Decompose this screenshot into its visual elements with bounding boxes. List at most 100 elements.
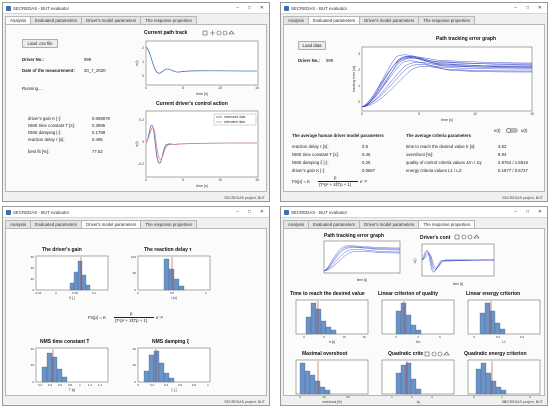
svg-text:0.4: 0.4 — [48, 383, 53, 387]
crit-energy-value: 0.1877 / 0.6727 — [498, 168, 528, 173]
hist-bar — [324, 389, 331, 395]
hist-bar — [163, 372, 170, 383]
load-csv-button[interactable]: Load .csv file — [22, 39, 58, 48]
svg-text:1: 1 — [391, 395, 393, 399]
chart-zoom-in-icon — [216, 30, 222, 36]
svg-text:1: 1 — [205, 291, 207, 295]
avg-delay-value: 0.5 — [362, 144, 368, 149]
track-chart: 0 5 10 15 210 time [s] e(t) — [135, 40, 259, 96]
hist-bar — [395, 310, 402, 335]
svg-text:10: 10 — [218, 86, 222, 90]
app-icon — [284, 210, 289, 215]
driver-no-value: 999 — [84, 57, 92, 62]
error-graph-title: Path tracking error graph — [436, 36, 497, 42]
tab-response-properties[interactable]: The response properties — [418, 16, 475, 25]
track-chart-title: Current path track — [144, 30, 188, 36]
tab-response-properties[interactable]: The response properties — [140, 220, 197, 229]
formula-lhs: Fᴅ(p) = K — [292, 179, 311, 184]
footer-text: SECREDAS project, BUT — [224, 196, 265, 200]
path-graph-title: Path tracking error graph — [324, 233, 385, 239]
legend-estimated: estimated data — [224, 120, 245, 124]
hist-bar — [415, 329, 422, 335]
crit-energy-label: energy criteria values L1 / L2: — [406, 168, 463, 173]
minimize-icon[interactable]: – — [514, 209, 517, 215]
close-icon[interactable]: ✕ — [537, 5, 542, 11]
tab-response-properties[interactable]: The response properties — [418, 220, 475, 229]
hist-bar — [475, 368, 482, 395]
track-chart-toolbar[interactable] — [202, 30, 236, 37]
svg-text:0: 0 — [134, 288, 136, 292]
svg-text:0: 0 — [32, 288, 34, 292]
svg-text:40: 40 — [31, 266, 35, 270]
crit-rise-time-label: time to reach the desired value tr [s]: — [406, 144, 476, 149]
hist-bar — [77, 260, 83, 291]
hist-bar — [330, 329, 337, 335]
quadratic-energy-hist-title: Quadratic energy criterion — [464, 351, 527, 357]
svg-text:2: 2 — [142, 46, 144, 50]
track-chart-ylabel: e(t) — [135, 60, 139, 65]
damping-hist-title: NMS damping ξ — [152, 339, 189, 345]
control-chart-legend — [213, 113, 257, 126]
close-icon[interactable]: ✕ — [537, 209, 542, 215]
svg-text:10: 10 — [473, 112, 477, 116]
driver-no-label: Driver No.: — [298, 58, 320, 63]
quadratic-hist-title: Quadratic crite — [388, 351, 424, 357]
analysis-window: SECREDAS - BUT evaluator – □ ✕ Analysis … — [2, 2, 270, 202]
chart-zoom-out-icon — [467, 234, 473, 240]
minimize-icon[interactable]: – — [514, 5, 517, 11]
signal-toggle[interactable] — [506, 128, 518, 133]
svg-text:0.5: 0.5 — [170, 291, 175, 295]
close-icon[interactable]: ✕ — [259, 5, 264, 11]
maximize-icon[interactable]: □ — [247, 209, 251, 215]
svg-text:0: 0 — [358, 100, 360, 104]
param-damping-value: 0.1799 — [92, 130, 106, 135]
overshoot-hist-title: Maximal overshoot — [302, 351, 348, 357]
control-trace — [421, 250, 495, 273]
formula-denominator: (T²p² + 2ξTp + 1) — [319, 182, 352, 187]
footer-text: SECREDAS project, BUT — [224, 400, 265, 404]
tab-response-properties[interactable]: The response properties — [140, 16, 197, 25]
window-title: SECREDAS - BUT evaluator — [13, 210, 70, 215]
hist-bar — [305, 316, 312, 335]
close-icon[interactable]: ✕ — [259, 209, 264, 215]
best-fit-value: 77.62 — [92, 149, 103, 154]
svg-text:0: 0 — [361, 112, 363, 116]
crit-overshoot-value: 8.94 — [498, 152, 507, 157]
hist-bar — [319, 386, 326, 395]
hist-bar — [400, 364, 407, 395]
maximize-icon[interactable]: □ — [247, 5, 251, 11]
svg-text:1.2: 1.2 — [88, 383, 93, 387]
svg-text:0.6: 0.6 — [178, 383, 183, 387]
time-constant-histogram: 0 20 40 0.2 0.4 0.6 0.8 1 1.2 1.4 T [s] — [31, 347, 109, 392]
avg-damping-value: 0.25 — [362, 160, 371, 165]
avg-gain-value: 0.0657 — [362, 168, 376, 173]
svg-text:0: 0 — [142, 140, 144, 144]
minimize-icon[interactable]: – — [236, 5, 239, 11]
control-graph-toolbar[interactable] — [454, 234, 480, 241]
chart-home-icon — [228, 30, 235, 35]
svg-text:15: 15 — [530, 112, 534, 116]
response-window: SECREDAS - BUT evaluator – □ ✕ Analysis … — [280, 206, 548, 406]
minimize-icon[interactable]: – — [236, 209, 239, 215]
load-data-button[interactable]: Load data — [298, 41, 326, 50]
quadratic-histogram-toolbar[interactable] — [424, 351, 450, 358]
svg-text:0: 0 — [55, 291, 57, 295]
svg-text:10: 10 — [218, 178, 222, 182]
hist-bar — [315, 308, 322, 335]
hist-bar — [168, 268, 175, 291]
hist-bar — [415, 388, 422, 395]
chart-zoom-out-icon — [437, 351, 443, 357]
svg-text:3: 3 — [431, 395, 433, 399]
hist-bar — [56, 368, 63, 383]
hist-bar — [143, 370, 150, 383]
window-title: SECREDAS - BUT evaluator — [291, 210, 348, 215]
linear-energy-hist-xlabel: L1 — [502, 340, 506, 344]
maximize-icon[interactable]: □ — [525, 5, 529, 11]
hist-bar — [153, 350, 160, 383]
error-trace — [361, 62, 533, 108]
control-graph-xlabel: time [s] — [453, 282, 463, 286]
date-label: Date of the measurement: — [22, 68, 75, 73]
maximize-icon[interactable]: □ — [525, 209, 529, 215]
svg-text:2: 2 — [395, 335, 397, 339]
